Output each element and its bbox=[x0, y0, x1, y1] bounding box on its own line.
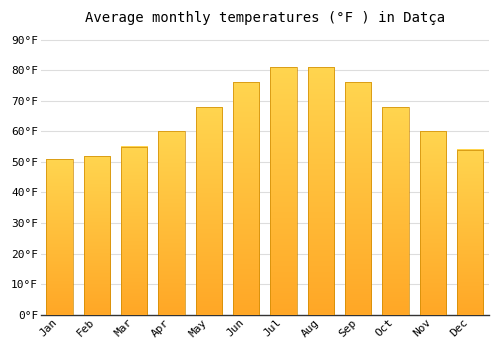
Bar bbox=[457, 150, 483, 315]
Bar bbox=[308, 67, 334, 315]
Bar bbox=[158, 131, 184, 315]
Title: Average monthly temperatures (°F ) in Datça: Average monthly temperatures (°F ) in Da… bbox=[85, 11, 445, 25]
Bar bbox=[233, 82, 260, 315]
Bar bbox=[382, 107, 408, 315]
Bar bbox=[46, 159, 72, 315]
Bar bbox=[420, 131, 446, 315]
Bar bbox=[196, 107, 222, 315]
Bar bbox=[121, 147, 148, 315]
Bar bbox=[84, 156, 110, 315]
Bar bbox=[345, 82, 372, 315]
Bar bbox=[270, 67, 296, 315]
